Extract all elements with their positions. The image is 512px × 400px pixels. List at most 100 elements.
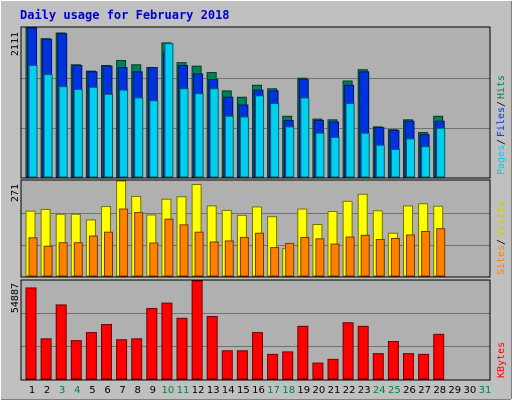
x-tick-label: 28 <box>433 385 446 396</box>
bar-kbytes-day-8 <box>131 338 143 380</box>
bar-pages-day-19 <box>300 97 310 178</box>
bar-pages-day-8 <box>134 97 144 178</box>
bar-pages-day-16 <box>255 95 264 178</box>
bar-pages-day-4 <box>73 88 83 178</box>
bar-kbytes-day-2 <box>40 338 52 380</box>
x-tick-label: 31 <box>479 385 492 396</box>
x-tick-label: 13 <box>207 385 220 396</box>
bar-pages-day-6 <box>104 93 113 178</box>
x-tick-label: 25 <box>388 385 401 396</box>
legend-hits: Hits <box>496 75 507 99</box>
bar-sites-day-5 <box>88 235 98 277</box>
panel-hits-files-pages: 2111 Pages / Files / Hits <box>10 26 507 179</box>
x-tick-label: 12 <box>192 385 205 396</box>
bar-sites-day-21 <box>330 243 340 277</box>
bar-kbytes-day-11 <box>176 317 188 380</box>
bar-sites-day-8 <box>134 212 144 277</box>
x-tick-label: 14 <box>222 385 235 396</box>
bar-kbytes-day-21 <box>327 358 339 380</box>
panel-kbytes: 54887 KBytes <box>10 279 507 381</box>
bar-sites-day-16 <box>255 232 264 277</box>
panel-visits-sites: 271 Sites / Visits <box>10 179 507 278</box>
x-tick-label: 19 <box>297 385 310 396</box>
bar-kbytes-day-24 <box>372 353 384 380</box>
bar-kbytes-day-17 <box>267 353 279 380</box>
y-max-label: 2111 <box>10 32 21 56</box>
bar-sites-day-9 <box>149 242 159 277</box>
bar-sites-day-6 <box>104 231 113 277</box>
bar-pages-day-22 <box>345 103 355 178</box>
legend-pages: Pages <box>496 145 507 175</box>
bar-pages-day-10 <box>164 43 174 178</box>
bar-kbytes-day-23 <box>357 325 369 380</box>
x-tick-label: 23 <box>358 385 371 396</box>
x-tick-label: 3 <box>59 385 65 396</box>
bar-pages-day-9 <box>149 100 159 178</box>
bar-sites-day-19 <box>300 236 310 277</box>
bar-sites-day-18 <box>285 242 295 277</box>
bar-pages-day-2 <box>43 74 53 178</box>
x-tick-label: 30 <box>464 385 477 396</box>
x-tick-label: 10 <box>162 385 175 396</box>
bar-pages-day-12 <box>194 93 204 178</box>
bar-kbytes-day-28 <box>433 333 445 380</box>
bar-pages-day-11 <box>179 88 189 178</box>
bar-pages-day-21 <box>330 136 340 178</box>
bar-pages-day-17 <box>270 103 280 178</box>
bar-pages-day-20 <box>315 132 325 178</box>
bar-kbytes-day-26 <box>403 353 414 380</box>
bar-kbytes-day-16 <box>252 332 263 380</box>
bar-kbytes-day-5 <box>85 332 97 380</box>
bar-sites-day-24 <box>375 239 385 277</box>
bar-sites-day-13 <box>209 241 219 277</box>
bar-kbytes-day-6 <box>101 324 112 380</box>
x-tick-label: 29 <box>448 385 461 396</box>
bar-kbytes-day-20 <box>312 362 324 380</box>
x-tick-label: 4 <box>74 385 80 396</box>
x-tick-label: 24 <box>373 385 386 396</box>
x-tick-label: 6 <box>104 385 110 396</box>
x-tick-label: 16 <box>252 385 265 396</box>
bar-sites-day-10 <box>164 218 174 277</box>
x-tick-label: 22 <box>343 385 356 396</box>
bar-pages-day-27 <box>421 146 431 178</box>
bar-pages-day-24 <box>375 144 385 178</box>
x-tick-label: 8 <box>135 385 141 396</box>
bar-sites-day-23 <box>360 234 370 277</box>
bar-kbytes-day-7 <box>116 339 128 380</box>
bar-sites-day-4 <box>73 242 83 277</box>
bar-sites-day-12 <box>194 231 204 277</box>
bar-sites-day-14 <box>224 240 234 277</box>
x-tick-label: 20 <box>313 385 326 396</box>
legend-sep-1: / <box>496 139 507 145</box>
x-tick-label: 1 <box>29 385 35 396</box>
x-tick-label: 17 <box>267 385 280 396</box>
legend-sites: Sites <box>496 245 507 275</box>
bar-kbytes-day-3 <box>55 304 67 380</box>
bar-kbytes-day-15 <box>236 350 248 380</box>
bar-pages-day-15 <box>239 116 249 178</box>
bar-pages-day-18 <box>285 126 295 178</box>
x-tick-label: 21 <box>328 385 341 396</box>
bar-pages-day-26 <box>406 138 415 178</box>
bar-sites-day-20 <box>315 238 325 277</box>
bar-kbytes-day-18 <box>282 351 294 380</box>
bar-sites-day-25 <box>390 237 400 277</box>
legend-sep-2: / <box>496 101 507 107</box>
bar-pages-day-23 <box>360 132 370 178</box>
x-tick-label: 2 <box>44 385 50 396</box>
bar-kbytes-day-10 <box>161 302 173 380</box>
bar-sites-day-11 <box>179 224 189 277</box>
x-tick-label: 15 <box>237 385 250 396</box>
bar-sites-day-28 <box>436 228 446 277</box>
bar-kbytes-day-9 <box>146 307 158 380</box>
bar-kbytes-day-14 <box>221 350 233 380</box>
bar-sites-day-2 <box>43 245 53 277</box>
bar-kbytes-day-13 <box>206 316 218 380</box>
bar-kbytes-day-4 <box>70 340 82 380</box>
x-tick-label: 5 <box>89 385 95 396</box>
bar-pages-day-7 <box>119 89 129 178</box>
bar-sites-day-7 <box>119 208 129 277</box>
bar-sites-day-3 <box>58 242 68 277</box>
